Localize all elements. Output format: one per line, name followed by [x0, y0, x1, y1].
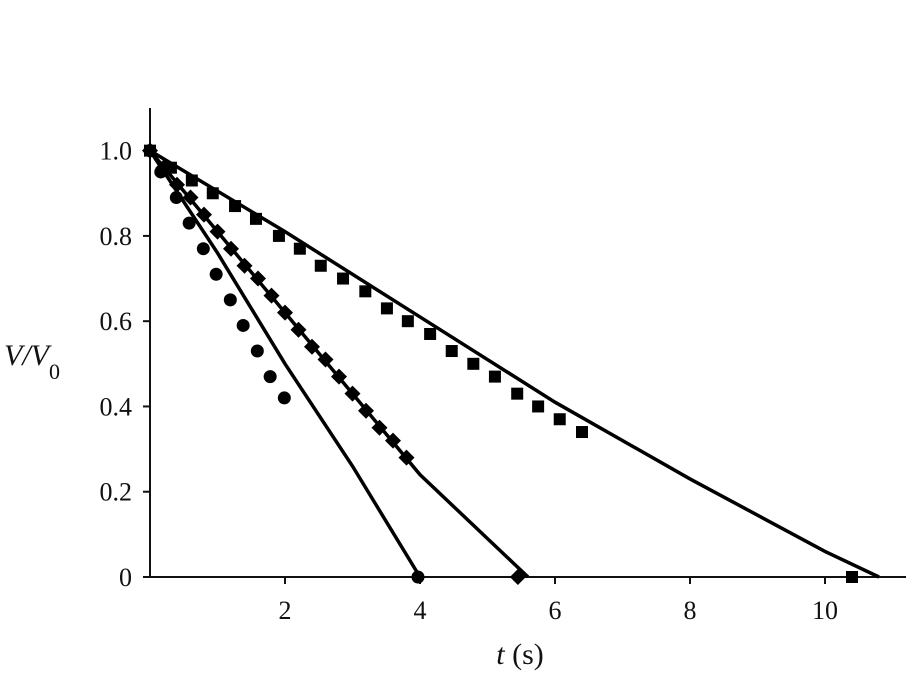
y-tick-label: 0.4 [100, 392, 133, 421]
data-point [277, 391, 291, 405]
y-axis-label: V/V0 [4, 339, 60, 384]
y-label-main: V/V [4, 339, 53, 372]
x-axis-label: t (s) [496, 638, 544, 671]
fit-line [148, 149, 422, 578]
data-point [553, 413, 566, 426]
x-tick-label: 6 [549, 596, 562, 625]
x-tick-label: 10 [812, 596, 838, 625]
data-point [445, 345, 458, 358]
data-point [411, 570, 425, 584]
data-point [209, 223, 226, 240]
x-tick-label: 2 [279, 596, 292, 625]
data-point [236, 257, 253, 274]
data-point [196, 242, 210, 256]
x-tick-label: 4 [414, 596, 427, 625]
x-label-var: t [496, 638, 505, 671]
data-point [532, 400, 545, 413]
data-point [290, 321, 307, 338]
data-point [424, 327, 437, 340]
data-point [169, 176, 185, 193]
data-point [272, 229, 285, 242]
data-point [331, 368, 347, 385]
data-point [209, 267, 223, 281]
data-point [401, 315, 414, 328]
y-tick-label: 0.2 [100, 478, 133, 507]
data-point [509, 569, 526, 585]
data-point [229, 200, 242, 213]
data-point [488, 370, 501, 383]
data-point [223, 240, 239, 257]
data-point [385, 432, 401, 449]
data-point [511, 387, 524, 400]
data-point [576, 426, 588, 439]
data-point [314, 259, 327, 272]
x-tick-label: 8 [684, 596, 697, 625]
data-point [380, 302, 393, 315]
data-point [144, 144, 156, 157]
data-point [182, 216, 196, 230]
data-point [263, 287, 280, 304]
data-point [250, 344, 264, 358]
data-point [164, 161, 177, 174]
fit-line [149, 149, 880, 579]
data-point [206, 187, 219, 200]
x-label-unit: (s) [512, 638, 544, 671]
y-tick-label: 0.8 [100, 222, 133, 251]
data-point [359, 285, 372, 298]
data-point [185, 174, 198, 187]
data-point [169, 191, 183, 205]
data-point [182, 189, 199, 206]
data-point [263, 370, 277, 384]
data-point [236, 318, 250, 332]
data-point [344, 385, 361, 402]
y-tick-label: 0 [119, 563, 132, 592]
y-tick-label: 0.6 [100, 307, 133, 336]
data-point [358, 402, 374, 419]
data-point [277, 304, 293, 321]
data-point [371, 419, 388, 436]
data-point [196, 206, 212, 223]
y-label-sub: 0 [49, 359, 60, 384]
data-point [467, 357, 480, 370]
data-point [304, 338, 320, 355]
data-point [398, 449, 415, 466]
data-point [223, 293, 237, 307]
data-point [293, 242, 306, 255]
y-tick-label: 1.0 [100, 137, 133, 166]
data-point [249, 212, 262, 225]
data-point [337, 272, 350, 285]
data-point [317, 351, 334, 368]
data-point [250, 270, 266, 287]
data-point [846, 571, 858, 583]
